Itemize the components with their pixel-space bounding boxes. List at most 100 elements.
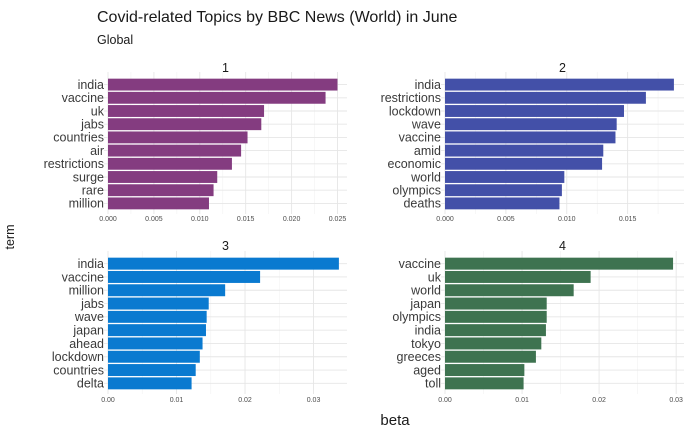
term-label: tokyo	[411, 337, 441, 351]
chart-subtitle: Global	[97, 33, 133, 47]
x-tick-label: 0.01	[515, 397, 529, 404]
term-label: vaccine	[62, 91, 104, 105]
bar-restrictions	[445, 91, 646, 104]
facet-label: 3	[222, 239, 229, 253]
term-label: japan	[72, 323, 104, 337]
term-label: uk	[91, 104, 105, 118]
term-label: world	[410, 284, 441, 298]
facet-label: 1	[222, 61, 229, 75]
bar-wave	[445, 118, 617, 131]
term-label: ahead	[69, 337, 104, 351]
facet-panels: indiavaccineukjabscountriesairrestrictio…	[44, 61, 684, 404]
facet-panel-1: indiavaccineukjabscountriesairrestrictio…	[44, 61, 347, 223]
x-tick-label: 0.03	[307, 397, 321, 404]
bar-jabs	[108, 297, 209, 310]
x-tick-label: 0.010	[558, 216, 576, 223]
term-label: vaccine	[399, 257, 441, 271]
chart-title: Covid-related Topics by BBC News (World)…	[97, 9, 458, 26]
bar-india	[108, 257, 339, 270]
bar-india	[108, 78, 338, 91]
facet-panel-4: vaccineukworldjapanolympicsindiatokyogre…	[392, 239, 684, 404]
bar-countries	[108, 131, 248, 144]
bar-vaccine	[445, 257, 674, 270]
bar-economic	[445, 157, 603, 170]
term-label: india	[78, 257, 104, 271]
x-tick-label: 0.015	[619, 216, 637, 223]
term-label: india	[415, 78, 441, 92]
bar-uk	[108, 105, 265, 117]
x-tick-label: 0.015	[237, 216, 255, 223]
term-label: wave	[74, 310, 104, 324]
term-label: jabs	[80, 297, 104, 311]
term-label: rare	[82, 184, 104, 198]
x-tick-label: 0.000	[436, 216, 454, 223]
bar-deaths	[445, 197, 560, 210]
bar-lockdown	[445, 105, 624, 117]
bar-greeces	[445, 350, 536, 363]
bar-toll	[445, 377, 524, 390]
facet-label: 2	[559, 61, 566, 75]
term-label: world	[410, 170, 441, 184]
bar-rare	[108, 184, 214, 197]
term-label: olympics	[392, 184, 441, 198]
bar-restrictions	[108, 157, 232, 170]
bar-aged	[445, 364, 525, 377]
x-tick-label: 0.025	[329, 216, 347, 223]
term-label: greeces	[397, 350, 441, 364]
term-label: million	[69, 284, 104, 298]
bar-surge	[108, 171, 218, 183]
bar-japan	[108, 324, 206, 337]
bar-japan	[445, 297, 547, 310]
bar-million	[108, 197, 209, 210]
bar-countries	[108, 364, 196, 377]
term-label: countries	[53, 131, 104, 145]
bar-olympics	[445, 310, 547, 323]
bar-india	[445, 78, 674, 91]
bar-tokyo	[445, 337, 542, 350]
facet-panel-3: indiavaccinemillionjabswavejapanaheadloc…	[52, 239, 347, 404]
term-label: economic	[388, 157, 442, 171]
bar-olympics	[445, 184, 562, 197]
x-tick-label: 0.00	[101, 397, 115, 404]
x-tick-label: 0.01	[170, 397, 184, 404]
x-axis-title: beta	[380, 412, 410, 429]
bar-ahead	[108, 337, 203, 350]
term-label: restrictions	[44, 157, 104, 171]
term-label: delta	[77, 377, 104, 391]
bar-lockdown	[108, 350, 200, 363]
bar-jabs	[108, 118, 262, 131]
term-label: jabs	[80, 118, 104, 132]
x-tick-label: 0.02	[592, 397, 606, 404]
bar-air	[108, 144, 242, 157]
term-label: deaths	[403, 197, 441, 211]
x-tick-label: 0.000	[99, 216, 117, 223]
term-label: surge	[73, 170, 104, 184]
y-axis-title: term	[3, 225, 17, 250]
x-tick-label: 0.005	[145, 216, 163, 223]
term-label: lockdown	[389, 104, 441, 118]
term-label: million	[69, 197, 104, 211]
bar-vaccine	[108, 91, 326, 104]
term-label: aged	[413, 363, 441, 377]
term-label: restrictions	[381, 91, 441, 105]
bar-world	[445, 284, 574, 297]
bar-amid	[445, 144, 604, 157]
x-tick-label: 0.005	[497, 216, 515, 223]
facet-panel-2: indiarestrictionslockdownwavevaccineamid…	[381, 61, 684, 223]
bar-vaccine	[445, 131, 616, 144]
term-label: lockdown	[52, 350, 104, 364]
term-label: vaccine	[62, 270, 104, 284]
term-label: amid	[414, 144, 441, 158]
term-label: air	[90, 144, 104, 158]
x-tick-label: 0.010	[191, 216, 209, 223]
term-label: india	[415, 323, 441, 337]
x-tick-label: 0.03	[669, 397, 683, 404]
term-label: countries	[53, 363, 104, 377]
bar-vaccine	[108, 270, 261, 283]
bar-india	[445, 324, 546, 337]
term-label: toll	[425, 377, 441, 391]
term-label: india	[78, 78, 104, 92]
bar-world	[445, 171, 565, 183]
bar-million	[108, 284, 226, 297]
